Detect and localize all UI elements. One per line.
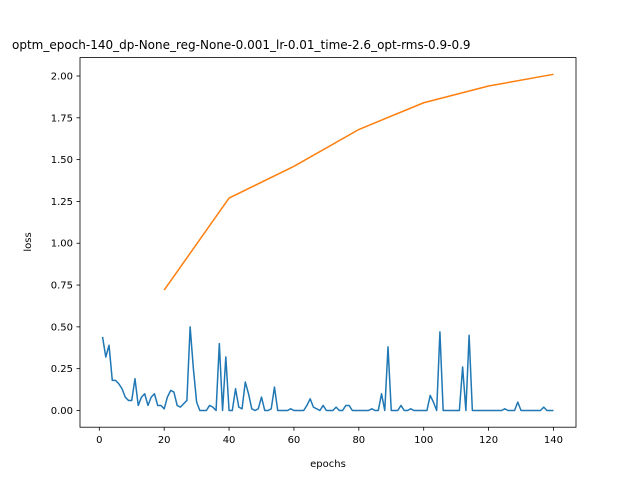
x-tick-label: 40 (223, 435, 236, 446)
y-tick-label: 1.00 (51, 239, 73, 250)
y-axis-label: loss (23, 232, 34, 251)
y-tick-label: 1.25 (51, 197, 73, 208)
axes-frame (79, 57, 577, 428)
x-axis-label: epochs (310, 459, 346, 470)
x-tick-label: 0 (96, 435, 102, 446)
x-tick-label: 100 (414, 435, 433, 446)
x-tick-label: 20 (158, 435, 171, 446)
x-tick-label: 140 (544, 435, 563, 446)
y-tick-label: 1.50 (51, 155, 73, 166)
chart-title: optm_epoch-140_dp-None_reg-None-0.001_lr… (12, 38, 471, 52)
y-tick-label: 2.00 (51, 71, 73, 82)
line-series (163, 73, 554, 291)
y-tick-label: 0.00 (51, 406, 73, 417)
y-tick-label: 0.50 (51, 322, 73, 333)
x-tick-label: 120 (479, 435, 498, 446)
line-series (101, 326, 554, 412)
y-tick-label: 1.75 (51, 113, 73, 124)
y-tick-label: 0.25 (51, 364, 73, 375)
y-tick-label: 0.75 (51, 281, 73, 292)
x-tick-label: 80 (352, 435, 365, 446)
x-tick-label: 60 (288, 435, 301, 446)
